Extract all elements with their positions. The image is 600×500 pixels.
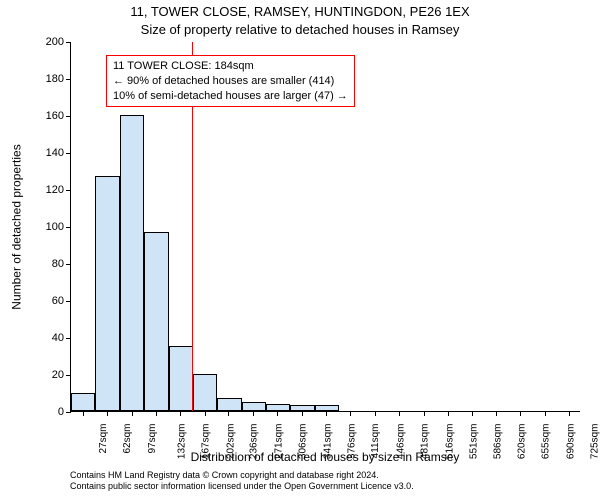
x-axis-label: Distribution of detached houses by size … [70,450,580,464]
y-tick [66,227,71,228]
x-tick-label: 62sqm [122,424,133,454]
y-tick-label: 80 [24,258,64,270]
histogram-bar [290,405,314,411]
attribution-line: Contains HM Land Registry data © Crown c… [70,470,580,481]
x-tick [107,411,108,416]
y-tick [66,301,71,302]
y-tick-label: 120 [24,184,64,196]
x-tick [520,411,521,416]
x-tick [156,411,157,416]
x-tick [399,411,400,416]
y-tick-label: 140 [24,147,64,159]
histogram-bar [71,393,95,412]
y-tick-label: 160 [24,110,64,122]
y-tick-label: 100 [24,221,64,233]
y-tick [66,79,71,80]
y-tick [66,338,71,339]
x-tick [496,411,497,416]
x-tick [448,411,449,416]
y-tick-label: 0 [24,406,64,418]
annotation-line: 10% of semi-detached houses are larger (… [113,89,348,104]
x-tick [205,411,206,416]
x-tick [132,411,133,416]
y-tick-label: 200 [24,36,64,48]
y-axis-label: Number of detached properties [10,42,24,412]
x-tick [228,411,229,416]
histogram-bar [266,404,290,411]
y-tick [66,153,71,154]
y-tick-label: 40 [24,332,64,344]
y-tick [66,375,71,376]
x-tick [569,411,570,416]
annotation-line: ← 90% of detached houses are smaller (41… [113,74,348,89]
histogram-bar [120,115,144,411]
y-tick [66,264,71,265]
y-tick [66,42,71,43]
y-tick-label: 20 [24,369,64,381]
x-tick [277,411,278,416]
histogram-bar [144,232,168,411]
histogram-bar [242,402,266,411]
x-tick [350,411,351,416]
x-tick [302,411,303,416]
x-tick [545,411,546,416]
x-tick [326,411,327,416]
y-tick [66,412,71,413]
x-tick [375,411,376,416]
attribution-text: Contains HM Land Registry data © Crown c… [70,470,580,492]
x-tick [253,411,254,416]
annotation-line: 11 TOWER CLOSE: 184sqm [113,59,348,74]
histogram-bar [95,176,119,411]
x-tick-label: 27sqm [98,424,109,454]
histogram-bar [193,374,217,411]
chart-title-sub: Size of property relative to detached ho… [0,22,600,37]
histogram-bar [217,398,241,411]
y-tick [66,190,71,191]
attribution-line: Contains public sector information licen… [70,481,580,492]
x-tick [180,411,181,416]
x-tick-label: 725sqm [590,424,600,460]
y-tick-label: 60 [24,295,64,307]
y-tick [66,116,71,117]
x-tick [424,411,425,416]
y-tick-label: 180 [24,73,64,85]
histogram-bar [315,405,339,411]
x-tick-label: 97sqm [147,424,158,454]
plot-area: 11 TOWER CLOSE: 184sqm← 90% of detached … [70,42,580,412]
x-tick [472,411,473,416]
histogram-bar [169,346,193,411]
chart-title-main: 11, TOWER CLOSE, RAMSEY, HUNTINGDON, PE2… [0,4,600,19]
x-tick [83,411,84,416]
annotation-box: 11 TOWER CLOSE: 184sqm← 90% of detached … [106,55,355,108]
